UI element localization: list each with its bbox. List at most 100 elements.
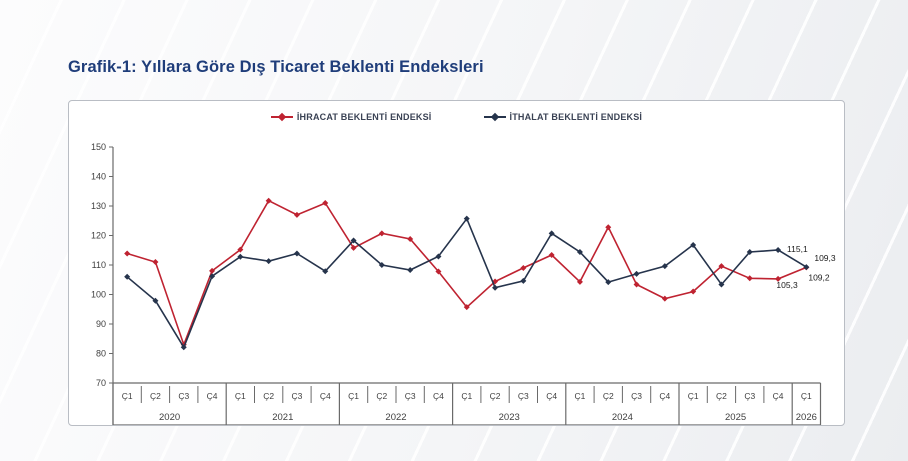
data-point-marker	[293, 211, 300, 218]
series-0	[124, 197, 810, 348]
quarter-label: Ç4	[207, 391, 218, 401]
point-value-label: 105,3	[776, 280, 798, 290]
data-point-marker	[322, 268, 329, 275]
series-line-1	[126, 217, 807, 350]
quarter-label: Ç4	[659, 391, 670, 401]
legend-label: İHRACAT BEKLENTİ ENDEKSİ	[296, 112, 432, 122]
quarter-label: Ç1	[235, 391, 246, 401]
quarter-label: Ç2	[376, 391, 387, 401]
data-point-marker	[463, 304, 470, 311]
data-point-marker	[492, 284, 499, 291]
legend-marker-icon	[270, 112, 293, 121]
data-point-marker	[293, 250, 300, 257]
data-point-marker	[492, 278, 499, 285]
x-axis-table: Ç1 Ç2 Ç3 Ç4 2020 Ç1 Ç2 Ç3 Ç4 2021 Ç1 Ç2 Ç3 Ç4 2022 Ç1 Ç2…	[112, 382, 822, 425]
quarter-label: Ç1	[461, 391, 472, 401]
quarter-label: Ç1	[348, 391, 359, 401]
y-tick-label: 140	[91, 172, 106, 182]
quarter-label: Ç2	[603, 391, 614, 401]
year-label: 2025	[725, 412, 746, 423]
y-tick-label: 80	[96, 349, 106, 359]
data-point-marker	[435, 268, 442, 275]
legend-diamond-icon	[490, 112, 499, 121]
y-tick-label: 70	[96, 378, 106, 388]
data-point-marker	[661, 295, 668, 302]
year-label: 2022	[385, 412, 406, 423]
quarter-label: Ç3	[518, 391, 529, 401]
data-point-marker	[605, 224, 612, 231]
y-tick-label: 120	[91, 231, 106, 241]
point-value-label: 109,3	[814, 253, 836, 263]
data-point-marker	[350, 237, 357, 244]
year-label: 2023	[499, 412, 520, 423]
data-point-marker	[520, 264, 527, 271]
data-point-marker	[322, 200, 329, 207]
data-point-marker	[548, 230, 555, 237]
data-point-marker	[775, 275, 782, 282]
data-point-marker	[690, 241, 697, 248]
data-point-marker	[746, 275, 753, 282]
point-value-label: 115,1	[787, 244, 808, 254]
quarter-label: Ç1	[801, 391, 812, 401]
data-point-marker	[378, 262, 385, 268]
quarter-label: Ç2	[150, 391, 161, 401]
data-point-marker	[350, 244, 357, 251]
legend-item-0: İHRACAT BEKLENTİ ENDEKSİ	[270, 112, 432, 122]
quarter-label: Ç2	[490, 391, 501, 401]
year-label: 2021	[272, 412, 293, 423]
data-point-marker	[152, 297, 159, 304]
data-point-marker	[124, 250, 131, 257]
data-point-marker	[407, 236, 414, 243]
year-label: 2026	[796, 412, 817, 423]
legend-label: İTHALAT BEKLENTİ ENDEKSİ	[509, 112, 643, 122]
quarter-label: Ç3	[405, 391, 416, 401]
quarter-label: Ç4	[320, 391, 331, 401]
quarter-label: Ç3	[744, 391, 755, 401]
data-point-marker	[803, 264, 810, 271]
data-point-marker	[463, 215, 470, 222]
legend-diamond-icon	[277, 112, 287, 121]
year-label: 2024	[612, 412, 633, 423]
quarter-label: Ç3	[631, 391, 642, 401]
data-point-marker	[378, 230, 385, 237]
data-point-marker	[209, 273, 216, 280]
quarter-label: Ç3	[292, 391, 303, 401]
data-point-marker	[152, 259, 159, 266]
y-axis: 150 140 130 120 110 100 90 80 70	[91, 142, 114, 425]
data-point-marker	[435, 253, 442, 260]
data-point-marker	[576, 249, 583, 256]
quarter-label: Ç2	[716, 391, 727, 401]
data-point-marker	[690, 288, 697, 295]
data-point-marker	[548, 251, 555, 258]
chart-title: Grafik-1: Yıllara Göre Dış Ticaret Bekle…	[68, 58, 484, 76]
quarter-label: Ç1	[575, 391, 586, 401]
y-tick-label: 110	[92, 260, 106, 270]
quarter-label: Ç4	[773, 391, 784, 401]
data-point-marker	[576, 278, 583, 285]
data-point-marker	[718, 263, 725, 270]
quarter-label: Ç3	[178, 391, 189, 401]
data-point-marker	[661, 263, 668, 270]
data-point-marker	[605, 279, 612, 286]
data-point-marker	[237, 246, 244, 253]
series-1	[124, 215, 810, 351]
year-label: 2020	[159, 412, 180, 423]
quarter-label: Ç4	[433, 391, 444, 401]
quarter-label: Ç1	[122, 391, 133, 401]
point-value-label: 109,2	[808, 272, 830, 282]
data-point-marker	[124, 273, 131, 280]
data-point-marker	[718, 281, 725, 288]
data-point-marker	[407, 267, 414, 274]
data-point-marker	[746, 249, 753, 256]
y-tick-label: 130	[91, 201, 106, 211]
data-point-marker	[520, 277, 527, 284]
y-tick-label: 100	[91, 290, 106, 300]
quarter-label: Ç1	[688, 391, 699, 401]
y-tick-label: 90	[96, 319, 106, 329]
chart-legend: İHRACAT BEKLENTİ ENDEKSİ İTHALAT BEKLENTİ…	[69, 101, 844, 127]
legend-item-1: İTHALAT BEKLENTİ ENDEKSİ	[483, 112, 643, 122]
y-tick-label: 150	[91, 142, 106, 152]
data-point-marker	[775, 246, 782, 253]
data-point-marker	[237, 253, 244, 260]
